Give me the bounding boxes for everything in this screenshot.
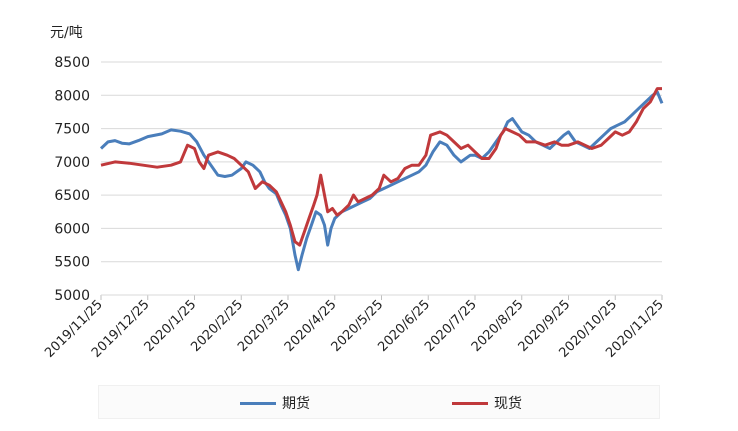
legend-swatch-futures [240,401,276,405]
legend-item-spot: 现货 [452,393,522,413]
series-lines [99,87,664,272]
y-tick-label: 6000 [54,221,90,237]
legend-label-futures: 期货 [282,396,310,412]
y-tick-label: 5500 [54,255,90,271]
series-line-futures [99,90,664,272]
y-tick-label: 8500 [54,55,90,71]
y-axis-ticks: 5000 5500 6000 6500 7000 7500 8000 8500 [54,55,90,304]
legend-swatch-spot [452,401,488,405]
x-axis-ticks: 2019/11/252019/12/252020/1/252020/2/2520… [42,295,667,361]
y-axis-unit-label: 元/吨 [50,25,83,41]
y-tick-label: 7500 [54,122,90,138]
y-tick-label: 8000 [54,88,90,104]
y-tick-label: 6500 [54,188,90,204]
y-tick-label: 5000 [54,288,90,304]
series-line-spot [100,87,662,247]
gridlines [101,61,662,263]
legend-label-spot: 现货 [494,396,522,412]
y-tick-label: 7000 [54,155,90,171]
legend [98,385,660,419]
legend-item-futures: 期货 [240,393,310,413]
